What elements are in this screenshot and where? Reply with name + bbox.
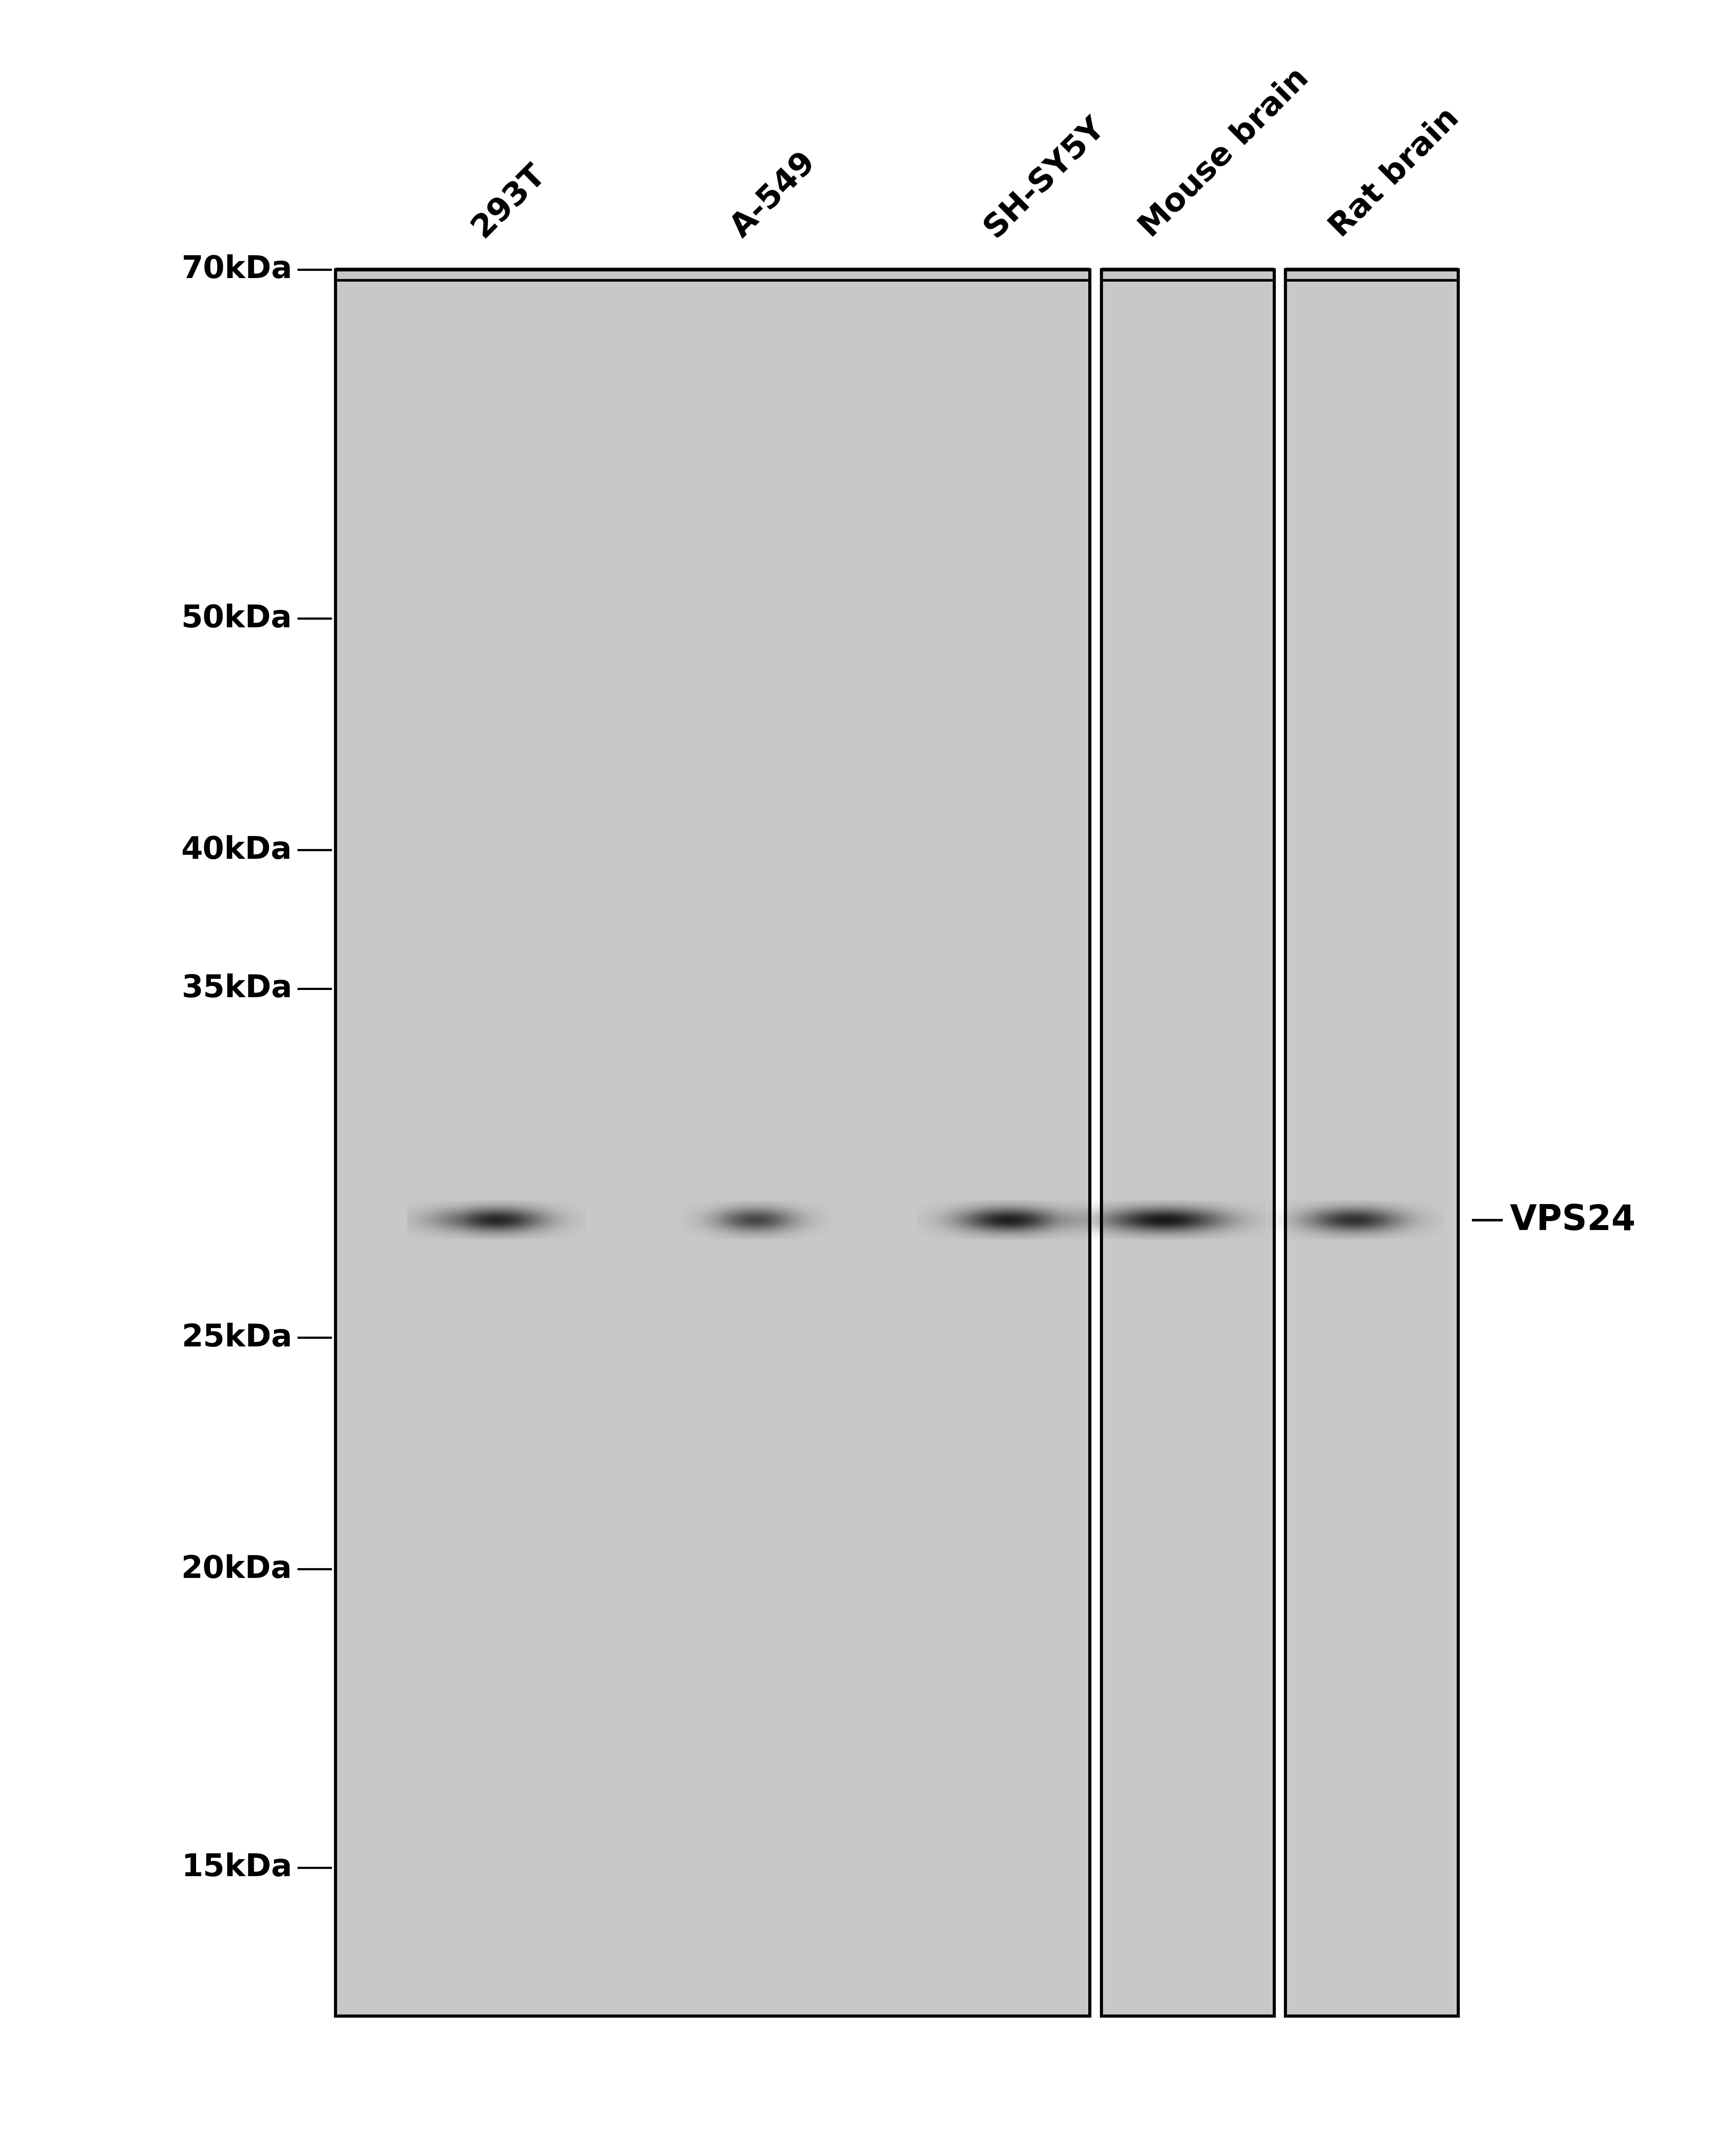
Text: VPS24: VPS24 xyxy=(1509,1203,1636,1238)
Text: 293T: 293T xyxy=(466,157,552,244)
Bar xyxy=(335,270,1090,2016)
Text: A-549: A-549 xyxy=(725,147,822,244)
Bar xyxy=(1286,270,1458,2016)
Text: SH-SY5Y: SH-SY5Y xyxy=(978,112,1110,244)
Text: 20kDa: 20kDa xyxy=(180,1554,292,1585)
Text: Mouse brain: Mouse brain xyxy=(1135,63,1315,244)
Text: Rat brain: Rat brain xyxy=(1324,103,1465,244)
Text: 25kDa: 25kDa xyxy=(180,1322,292,1352)
Text: 35kDa: 35kDa xyxy=(180,975,292,1003)
Bar xyxy=(1102,270,1274,2016)
Text: 40kDa: 40kDa xyxy=(180,834,292,865)
Bar xyxy=(335,270,1090,2016)
Bar xyxy=(1102,270,1274,2016)
Text: 70kDa: 70kDa xyxy=(180,254,292,285)
Text: 15kDa: 15kDa xyxy=(182,1852,292,1882)
Text: 50kDa: 50kDa xyxy=(180,604,292,634)
Bar xyxy=(1286,270,1458,2016)
